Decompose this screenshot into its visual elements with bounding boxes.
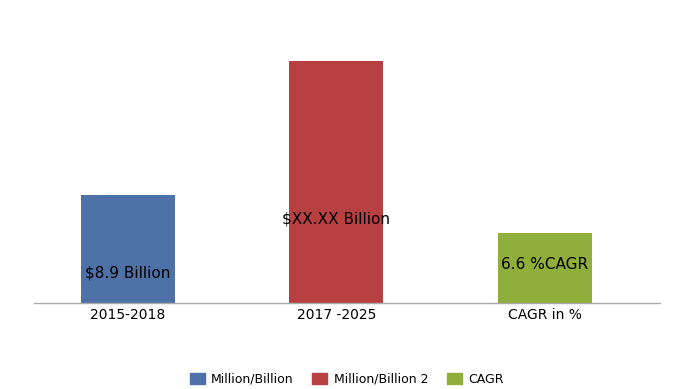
Text: $XX.XX Billion: $XX.XX Billion — [282, 211, 390, 226]
Bar — [81, 196, 175, 303]
Text: 6.6 %CAGR: 6.6 %CAGR — [501, 258, 588, 272]
Bar — [498, 233, 592, 303]
Bar — [290, 61, 384, 303]
Legend: Million/Billion, Million/Billion 2, CAGR: Million/Billion, Million/Billion 2, CAGR — [185, 368, 509, 389]
Text: $8.9 Billion: $8.9 Billion — [85, 266, 171, 281]
